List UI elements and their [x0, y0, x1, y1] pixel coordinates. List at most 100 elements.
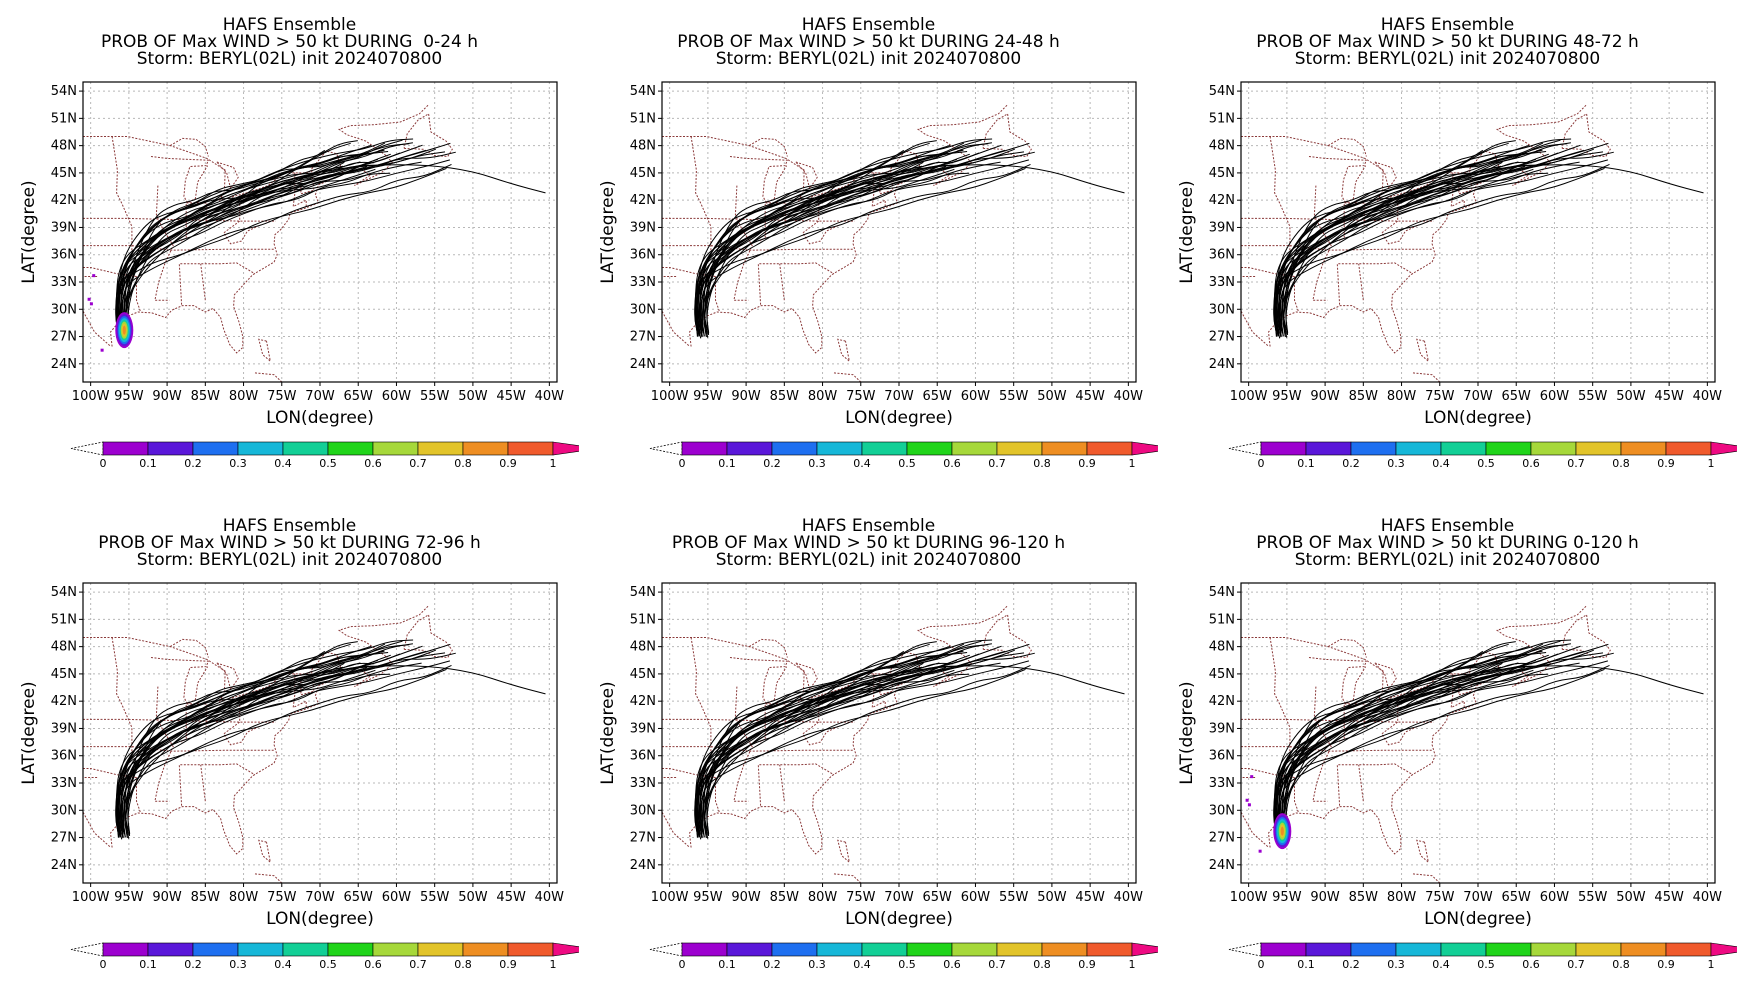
colorbar-under-arrow: [70, 942, 104, 957]
x-tick-label: 60W: [961, 890, 991, 905]
colorbar-label: 0.2: [763, 457, 781, 470]
track-line: [1283, 665, 1704, 838]
track-line: [125, 665, 546, 838]
y-axis-label: LAT(degree): [19, 180, 39, 283]
x-tick-label: 50W: [458, 890, 488, 905]
border-line: [1336, 763, 1414, 806]
x-tick-label: 90W: [152, 389, 182, 404]
track-line: [116, 152, 401, 332]
track-line: [695, 149, 964, 336]
colorbar-label: 0.6: [364, 457, 382, 470]
y-tick-label: 39N: [1209, 220, 1235, 235]
y-tick-label: 33N: [51, 776, 77, 791]
y-tick-label: 33N: [51, 275, 77, 290]
y-tick-label: 51N: [51, 612, 77, 627]
colorbar-swatch: [1305, 942, 1352, 957]
y-tick-label: 39N: [51, 721, 77, 736]
y-tick-label: 33N: [630, 776, 656, 791]
colorbar-label: 0: [679, 958, 686, 971]
map-plot-svg: 100W 95W 90W 85W 80W 75W 70W 65W 60W 55W 50W 45W 40W…: [19, 582, 579, 971]
colorbar-over-arrow: [552, 441, 579, 456]
border-line: [1241, 811, 1269, 847]
x-axis-label: LON(degree): [266, 408, 374, 428]
x-tick-label: 70W: [884, 389, 914, 404]
x-tick-label: 75W: [1425, 890, 1455, 905]
y-tick-label: 45N: [51, 667, 77, 682]
panel-subtitle: PROB OF Max WIND > 50 kt DURING 96-120 h: [671, 533, 1066, 553]
ensemble-tracks: [115, 639, 546, 840]
colorbar-label: 0.5: [898, 457, 916, 470]
track-line: [115, 149, 427, 331]
y-tick-label: 33N: [630, 275, 656, 290]
track-line: [694, 649, 1015, 837]
x-tick-label: 65W: [923, 890, 953, 905]
colorbar-swatch: [996, 441, 1043, 456]
border-line: [200, 263, 206, 301]
y-tick-label: 51N: [1209, 612, 1235, 627]
y-tick-label: 30N: [51, 803, 77, 818]
border-line: [223, 200, 262, 245]
colorbar-swatch: [861, 441, 908, 456]
colorbar-label: 1: [1129, 457, 1136, 470]
y-tick-label: 48N: [1209, 640, 1235, 655]
colorbar-label: 0.9: [499, 457, 517, 470]
ensemble-tracks: [694, 138, 1125, 339]
x-axis-label: LON(degree): [266, 909, 374, 929]
x-tick-label: 45W: [496, 389, 526, 404]
colorbar-label: 0.4: [853, 457, 871, 470]
track-line: [1277, 640, 1561, 838]
x-tick-label: 100W: [72, 389, 110, 404]
x-tick-label: 95W: [693, 890, 723, 905]
border-line: [833, 372, 862, 382]
track-line: [694, 148, 1015, 336]
track-line: [1276, 140, 1516, 336]
colorbar-over-arrow: [1131, 441, 1158, 456]
colorbar-swatch: [1395, 942, 1442, 957]
x-tick-label: 55W: [420, 389, 450, 404]
x-axis-label: LON(degree): [1424, 408, 1532, 428]
y-tick-label: 45N: [1209, 667, 1235, 682]
panel-24-48h: HAFS Ensemble PROB OF Max WIND > 50 kt D…: [579, 0, 1158, 501]
track-line: [1285, 149, 1484, 333]
x-tick-label: 95W: [114, 389, 144, 404]
border-line: [258, 839, 272, 864]
track-line: [120, 652, 446, 835]
border-line: [292, 673, 307, 709]
border-line: [757, 262, 835, 305]
colorbar-swatch: [1440, 441, 1487, 456]
track-line: [706, 149, 905, 333]
colorbar-swatch: [726, 441, 773, 456]
colorbar-swatch: [951, 441, 998, 456]
border-line: [779, 263, 785, 301]
colorbar-swatch: [816, 942, 863, 957]
y-tick-label: 24N: [51, 858, 77, 873]
y-tick-label: 39N: [630, 220, 656, 235]
track-line: [1274, 149, 1543, 336]
x-tick-label: 90W: [1310, 389, 1340, 404]
y-axis-label: LAT(degree): [19, 681, 39, 784]
border-line: [662, 637, 923, 702]
border-line: [1358, 263, 1364, 301]
colorbar-label: 0: [100, 958, 107, 971]
colorbar-swatch: [816, 441, 863, 456]
x-tick-label: 80W: [229, 890, 259, 905]
border-line: [795, 161, 818, 190]
y-tick-label: 54N: [51, 84, 77, 99]
border-line: [802, 701, 841, 746]
colorbar-swatch: [462, 942, 509, 957]
border-line: [795, 662, 818, 691]
x-tick-label: 45W: [1654, 389, 1684, 404]
track-line: [1282, 662, 1519, 839]
x-tick-label: 80W: [1387, 890, 1417, 905]
border-line: [1412, 372, 1441, 382]
map-plot-svg: 100W 95W 90W 85W 80W 75W 70W 65W 60W 55W 50W 45W 40W…: [598, 582, 1158, 971]
colorbar-over-arrow: [1710, 942, 1737, 957]
colorbar-under-arrow: [70, 441, 104, 456]
track-line: [115, 650, 427, 832]
track-line: [124, 662, 345, 834]
map-plot-svg: 100W 95W 90W 85W 80W 75W 70W 65W 60W 55W 50W 45W 40W…: [1177, 582, 1737, 971]
track-line: [119, 640, 403, 838]
y-tick-label: 51N: [630, 612, 656, 627]
x-tick-label: 45W: [1654, 890, 1684, 905]
colorbar-label: 0.8: [1612, 457, 1630, 470]
